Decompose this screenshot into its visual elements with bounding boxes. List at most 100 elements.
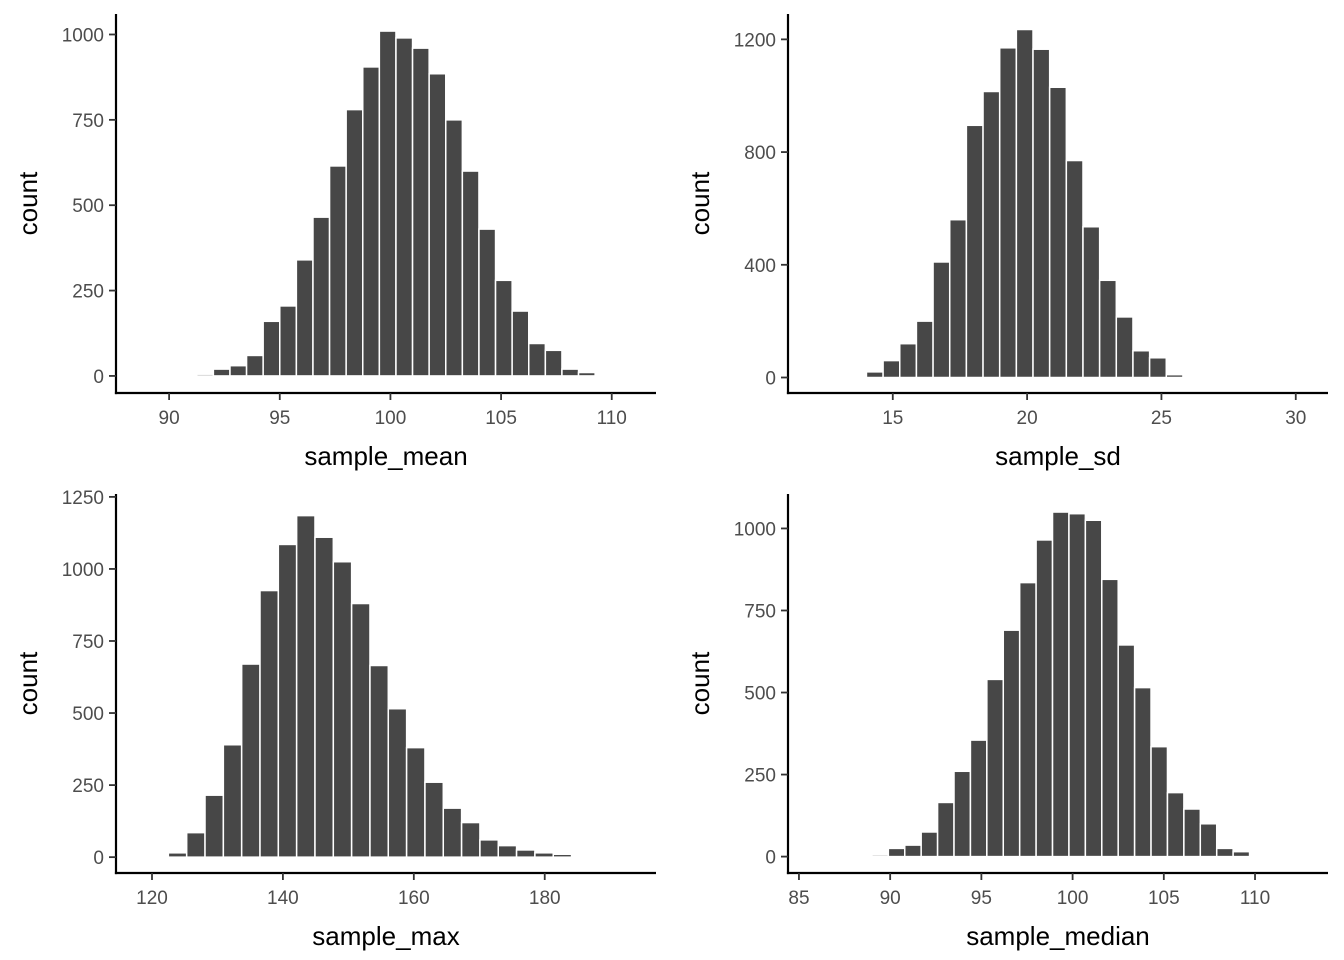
x-tick-label: 25 <box>1151 408 1172 429</box>
x-tick-label: 105 <box>485 408 517 429</box>
histogram-bar <box>953 770 972 858</box>
x-tick-label: 90 <box>880 888 901 909</box>
x-tick-label: 15 <box>882 408 903 429</box>
x-tick-label: 20 <box>1017 408 1038 429</box>
histogram-bar <box>167 852 188 858</box>
histogram-bar <box>1165 373 1184 379</box>
histogram-bar <box>1117 644 1136 858</box>
histogram-bar <box>212 368 231 377</box>
y-tick-label: 250 <box>744 766 776 787</box>
histogram-bar <box>277 543 298 858</box>
histogram-bar <box>279 305 298 377</box>
histogram-bar <box>932 261 951 379</box>
histogram-bar <box>544 349 563 377</box>
histogram-bar <box>350 602 371 858</box>
histogram-bar <box>222 744 243 858</box>
x-tick-label: 110 <box>1240 888 1270 909</box>
x-axis-title: sample_max <box>312 921 459 951</box>
histogram-bar <box>1150 745 1169 858</box>
histogram-bar <box>428 73 447 377</box>
y-axis-title: count <box>685 171 715 235</box>
histogram-bar <box>1051 511 1070 858</box>
histogram-bar <box>405 746 426 858</box>
y-tick-label: 250 <box>72 282 104 303</box>
histogram-bar <box>920 831 939 858</box>
y-tick-label: 0 <box>765 848 776 869</box>
histogram-bar <box>1082 226 1101 379</box>
histogram-bar <box>411 47 430 377</box>
histogram-bar <box>986 678 1005 858</box>
y-tick-label: 250 <box>72 776 104 797</box>
histogram-bar <box>887 847 906 858</box>
histogram-bar <box>1002 629 1021 858</box>
histogram-bar <box>332 560 353 858</box>
y-tick-label: 1200 <box>734 30 776 51</box>
histogram-bar <box>948 218 968 379</box>
x-tick-label: 30 <box>1285 408 1306 429</box>
histogram-bar <box>494 279 513 377</box>
histogram-bar <box>561 368 580 377</box>
y-tick-label: 500 <box>72 704 104 725</box>
y-tick-label: 750 <box>744 601 776 622</box>
histogram-bar <box>460 821 481 858</box>
x-tick-label: 180 <box>529 888 561 909</box>
histogram-bar <box>445 119 464 377</box>
histogram-bar <box>328 165 347 377</box>
x-tick-label: 100 <box>375 408 407 429</box>
histogram-bar <box>295 259 314 377</box>
histogram-bar <box>245 354 264 377</box>
histogram-bars <box>196 30 596 377</box>
y-tick-label: 500 <box>744 684 776 705</box>
histogram-bar <box>1084 519 1103 858</box>
histogram-bar <box>424 781 445 858</box>
x-tick-label: 95 <box>971 888 992 909</box>
y-tick-label: 1250 <box>62 488 104 509</box>
x-axis-title: sample_mean <box>304 441 467 471</box>
histogram-bar <box>369 664 390 858</box>
histogram-bar <box>1115 316 1134 379</box>
x-tick-label: 100 <box>1057 888 1089 909</box>
x-axis-title: sample_sd <box>995 441 1121 471</box>
histogram-bar <box>479 839 500 858</box>
histogram-bar <box>1018 581 1037 858</box>
histogram-bar <box>915 320 934 379</box>
histogram-bar <box>229 364 248 377</box>
histogram-bar <box>515 849 536 858</box>
x-tick-label: 105 <box>1148 888 1180 909</box>
histogram-bar <box>969 739 988 858</box>
histogram-bar <box>1148 357 1168 379</box>
histogram-bar <box>345 108 364 377</box>
histogram-bar <box>442 807 463 858</box>
histogram-bar <box>1166 791 1185 858</box>
histogram-bar <box>1215 847 1234 858</box>
histogram-bar <box>295 514 316 858</box>
histogram-bar <box>461 170 480 377</box>
histogram-bar <box>314 536 335 858</box>
histogram-bar <box>965 124 984 379</box>
histogram-bar <box>534 852 554 858</box>
histogram-bar <box>1199 823 1218 858</box>
histogram-bar <box>1098 279 1118 379</box>
histogram-bar <box>1065 159 1084 379</box>
histogram-bar <box>1132 349 1151 379</box>
histogram-bar <box>1232 850 1251 858</box>
y-tick-label: 0 <box>765 369 776 390</box>
histogram-bar <box>262 320 281 377</box>
histogram-bar <box>259 589 280 858</box>
histogram-bar <box>204 794 225 858</box>
histogram-bar <box>899 342 918 379</box>
histogram-bar <box>1032 48 1051 379</box>
histogram-bar <box>511 310 530 377</box>
x-tick-label: 140 <box>267 888 299 909</box>
x-tick-label: 95 <box>269 408 290 429</box>
histogram-bar <box>312 216 331 377</box>
histogram-bars <box>871 511 1251 858</box>
histogram-bar <box>387 707 408 858</box>
y-tick-label: 750 <box>72 111 104 132</box>
histogram-bar <box>904 844 922 858</box>
histogram-bars <box>865 28 1184 379</box>
panel-sample-mean: 0 250 500 750 1000 90 95 100 105 110 sample_mean co… <box>13 14 656 471</box>
y-tick-label: 400 <box>744 256 776 277</box>
histogram-bar <box>1133 686 1152 858</box>
